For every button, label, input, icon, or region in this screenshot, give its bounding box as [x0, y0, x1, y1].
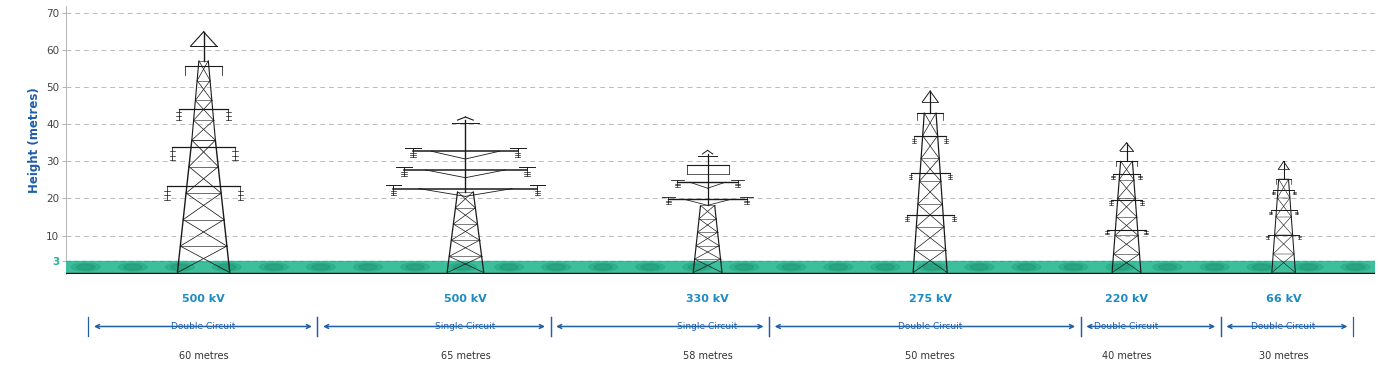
- Ellipse shape: [212, 263, 241, 271]
- Ellipse shape: [830, 264, 847, 270]
- Ellipse shape: [306, 263, 335, 271]
- Ellipse shape: [1011, 263, 1040, 271]
- Ellipse shape: [688, 264, 707, 270]
- Ellipse shape: [171, 264, 189, 270]
- Ellipse shape: [165, 263, 194, 271]
- Ellipse shape: [1107, 263, 1135, 271]
- Ellipse shape: [259, 263, 288, 271]
- Text: 60 metres: 60 metres: [179, 351, 229, 361]
- Text: 275 kV: 275 kV: [908, 294, 952, 304]
- Ellipse shape: [641, 264, 659, 270]
- Ellipse shape: [871, 263, 900, 271]
- Ellipse shape: [119, 263, 147, 271]
- Ellipse shape: [124, 264, 142, 270]
- Ellipse shape: [72, 263, 101, 271]
- Text: 330 kV: 330 kV: [686, 294, 729, 304]
- Text: 30 metres: 30 metres: [1258, 351, 1309, 361]
- Ellipse shape: [783, 264, 801, 270]
- Ellipse shape: [448, 263, 477, 271]
- Ellipse shape: [1200, 263, 1229, 271]
- Ellipse shape: [1299, 264, 1317, 270]
- Bar: [66, 273, 1375, 274]
- Ellipse shape: [777, 263, 806, 271]
- Ellipse shape: [1153, 263, 1182, 271]
- Text: Single Circuit: Single Circuit: [678, 322, 737, 331]
- Bar: [66, 262, 1375, 273]
- Y-axis label: Height (metres): Height (metres): [28, 87, 40, 193]
- Text: Double Circuit: Double Circuit: [1094, 322, 1159, 331]
- Ellipse shape: [923, 264, 941, 270]
- Ellipse shape: [1206, 264, 1224, 270]
- Ellipse shape: [500, 264, 518, 270]
- Text: 50 metres: 50 metres: [905, 351, 955, 361]
- Ellipse shape: [965, 263, 994, 271]
- Ellipse shape: [1253, 264, 1271, 270]
- Ellipse shape: [354, 263, 382, 271]
- Ellipse shape: [970, 264, 988, 270]
- Ellipse shape: [358, 264, 378, 270]
- Ellipse shape: [547, 264, 565, 270]
- Text: 66 kV: 66 kV: [1266, 294, 1301, 304]
- Ellipse shape: [588, 263, 617, 271]
- Ellipse shape: [1346, 264, 1364, 270]
- Ellipse shape: [1060, 263, 1087, 271]
- Ellipse shape: [876, 264, 894, 270]
- Text: Double Circuit: Double Circuit: [898, 322, 962, 331]
- Text: 58 metres: 58 metres: [682, 351, 733, 361]
- Ellipse shape: [265, 264, 282, 270]
- Ellipse shape: [1017, 264, 1035, 270]
- Ellipse shape: [453, 264, 471, 270]
- Ellipse shape: [594, 264, 612, 270]
- Text: 65 metres: 65 metres: [441, 351, 491, 361]
- Ellipse shape: [495, 263, 524, 271]
- Text: Double Circuit: Double Circuit: [1251, 322, 1316, 331]
- Ellipse shape: [77, 264, 95, 270]
- Ellipse shape: [401, 263, 430, 271]
- Text: 220 kV: 220 kV: [1105, 294, 1148, 304]
- Ellipse shape: [1294, 263, 1323, 271]
- Ellipse shape: [824, 263, 853, 271]
- Ellipse shape: [311, 264, 331, 270]
- Ellipse shape: [730, 263, 759, 271]
- Ellipse shape: [1064, 264, 1083, 270]
- Ellipse shape: [918, 263, 947, 271]
- Text: 40 metres: 40 metres: [1101, 351, 1152, 361]
- Text: Single Circuit: Single Circuit: [435, 322, 496, 331]
- Ellipse shape: [1247, 263, 1276, 271]
- Text: 500 kV: 500 kV: [444, 294, 486, 304]
- Ellipse shape: [1341, 263, 1370, 271]
- Ellipse shape: [542, 263, 570, 271]
- Ellipse shape: [734, 264, 754, 270]
- Text: Double Circuit: Double Circuit: [171, 322, 236, 331]
- Ellipse shape: [1159, 264, 1177, 270]
- Ellipse shape: [635, 263, 664, 271]
- Ellipse shape: [1111, 264, 1130, 270]
- Text: 500 kV: 500 kV: [182, 294, 225, 304]
- Ellipse shape: [218, 264, 236, 270]
- Ellipse shape: [682, 263, 711, 271]
- Ellipse shape: [407, 264, 424, 270]
